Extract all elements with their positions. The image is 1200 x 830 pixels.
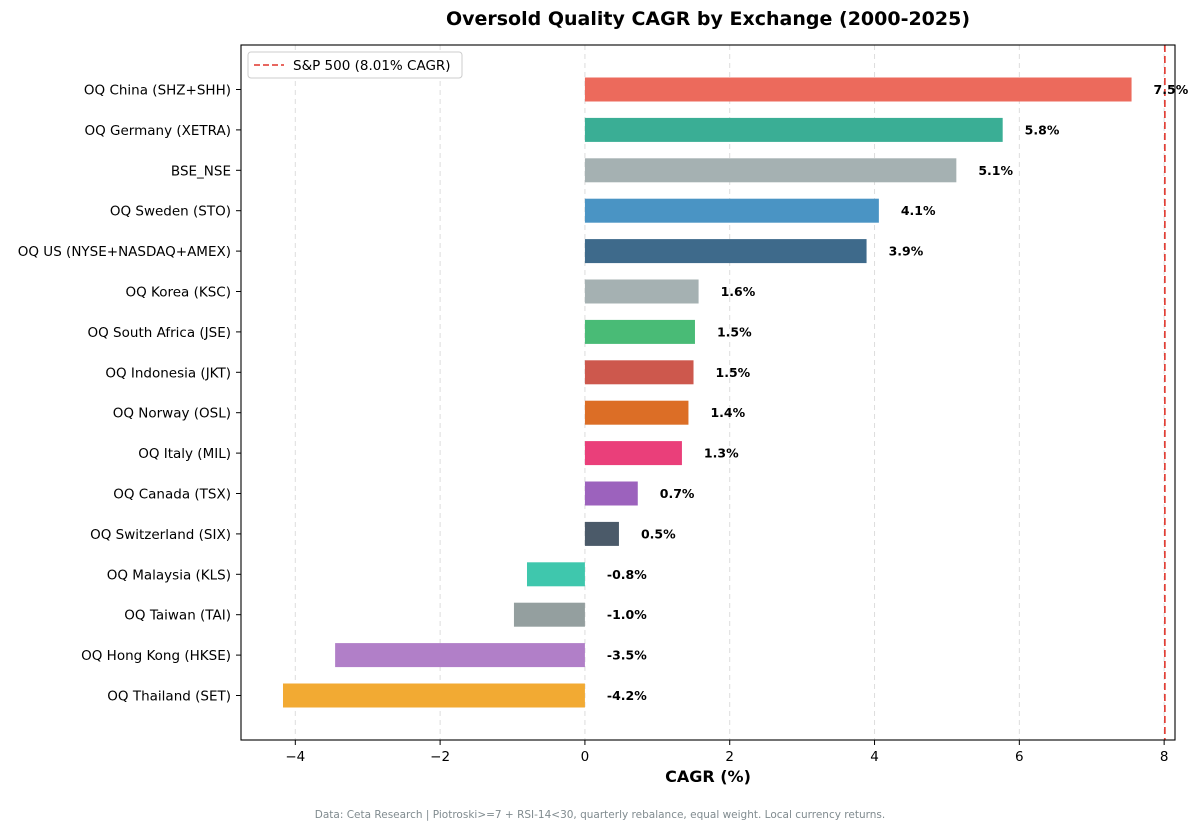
value-label: 5.1% [978,163,1013,178]
legend-label: S&P 500 (8.01% CAGR) [293,58,451,74]
category-label: OQ South Africa (JSE) [88,325,231,341]
category-label: OQ Sweden (STO) [110,204,231,220]
x-axis-label: CAGR (%) [665,767,751,786]
x-tick-label: −4 [285,749,305,765]
value-label: -4.2% [607,688,647,703]
x-tick-label: 0 [581,749,590,765]
category-label: OQ Hong Kong (HKSE) [81,648,231,664]
category-label: OQ Canada (TSX) [113,487,231,503]
chart-title: Oversold Quality CAGR by Exchange (2000-… [446,8,970,30]
bar [584,117,1003,142]
bar [282,683,585,708]
value-label: 1.4% [710,405,745,420]
bar [584,441,682,466]
footnote: Data: Ceta Research | Piotroski>=7 + RSI… [315,809,885,821]
bar [584,158,957,183]
x-tick-label: 2 [725,749,734,765]
value-label: -0.8% [607,567,647,582]
bar [584,198,879,223]
value-labels: 7.5% 5.8% 5.1% 4.1% 3.9% 1.6% 1.5% 1.5% 1.4% 1.3%… [607,82,1189,703]
value-label: -1.0% [607,607,647,622]
bar [584,239,867,264]
category-label: OQ US (NYSE+NASDAQ+AMEX) [18,244,231,260]
value-label: -3.5% [607,648,647,663]
bar [584,319,695,344]
x-tick-label: −2 [430,749,450,765]
legend: S&P 500 (8.01% CAGR) [247,51,463,79]
category-label: OQ Italy (MIL) [138,446,231,462]
category-label: OQ Malaysia (KLS) [107,567,231,583]
value-label: 1.5% [716,365,751,380]
value-label: 0.5% [641,526,676,541]
bar [584,481,638,506]
category-label: OQ Norway (OSL) [113,406,231,422]
plot-frame [240,44,1176,741]
category-label: OQ Thailand (SET) [107,689,231,705]
bar [584,521,619,546]
x-axis-ticks: −4 −2 0 2 4 6 8 [236,89,1169,765]
category-label: OQ Indonesia (JKT) [105,365,231,381]
x-tick-label: 6 [1015,749,1024,765]
category-label: OQ Taiwan (TAI) [124,608,231,624]
x-tick-label: 4 [870,749,879,765]
category-label: BSE_NSE [171,163,231,179]
bars [282,77,1132,708]
category-label: OQ Switzerland (SIX) [90,527,231,543]
value-label: 4.1% [901,203,936,218]
x-tick-label: 8 [1160,749,1169,765]
bar [526,562,585,587]
bar [513,602,585,627]
bar [584,77,1132,102]
bar [584,400,689,425]
bar [584,360,694,385]
value-label: 1.6% [721,284,756,299]
value-label: 1.3% [704,446,739,461]
category-label: OQ Germany (XETRA) [84,123,231,139]
value-label: 7.5% [1154,82,1189,97]
value-label: 3.9% [889,244,924,259]
value-label: 1.5% [717,324,752,339]
legend-box [247,51,463,79]
value-label: 5.8% [1025,122,1060,137]
category-label: OQ Korea (KSC) [126,285,232,301]
bar [584,279,699,304]
category-labels: OQ China (SHZ+SHH) OQ Germany (XETRA) BSE_… [18,83,231,705]
category-label: OQ China (SHZ+SHH) [84,83,231,99]
grid-lines [294,45,1165,740]
bar [335,643,585,668]
value-label: 0.7% [660,486,695,501]
